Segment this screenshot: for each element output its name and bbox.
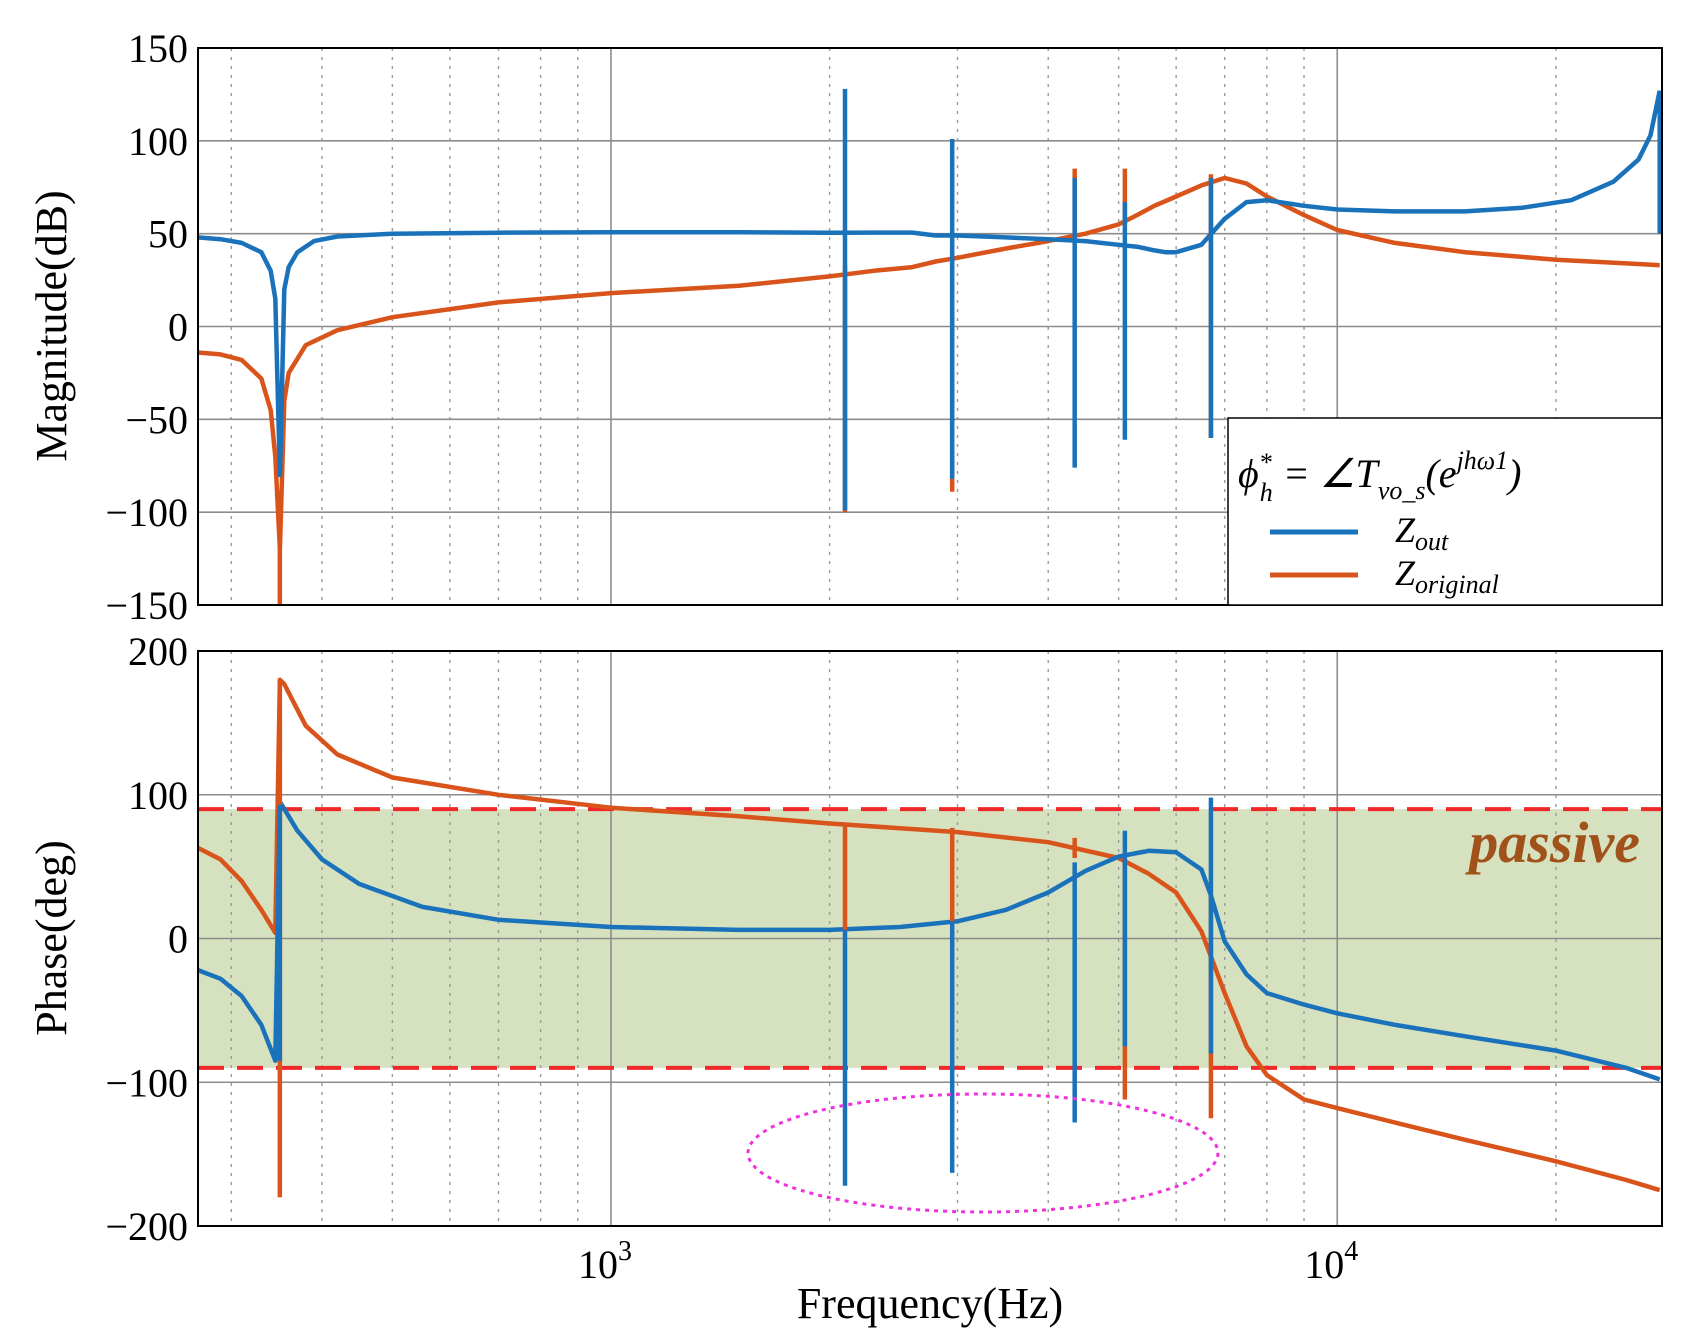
series-line-z-out xyxy=(197,799,1661,1082)
passive-label: passive xyxy=(1464,810,1640,875)
magnitude-lines xyxy=(197,88,1662,605)
phase-lines xyxy=(196,677,1661,1198)
y-tick-label: 50 xyxy=(148,212,188,257)
magnitude-y-label: Magnitude(dB) xyxy=(27,190,76,461)
y-tick-label: −200 xyxy=(105,1204,188,1249)
phase-y-label: Phase(deg) xyxy=(27,840,76,1036)
y-tick-label: −150 xyxy=(105,583,188,628)
highlight-ellipse xyxy=(746,1092,1220,1214)
y-tick-label: 200 xyxy=(128,629,188,674)
x-tick-label: 104 xyxy=(1304,1236,1358,1287)
legend: ϕ* h = ∠Tvo_s(ejhω1) Zout Zoriginal xyxy=(1227,417,1663,606)
series-line-z-original xyxy=(197,175,1660,552)
y-tick-label: 150 xyxy=(128,26,188,71)
magnitude-panel: 150 100 50 0 −50 −100 −150 Magnitude(dB) ϕ* h =… xyxy=(27,26,1663,628)
y-tick-label: −100 xyxy=(105,1060,188,1105)
legend-label-zoriginal: Zoriginal xyxy=(1395,553,1499,599)
x-tick-label: 103 xyxy=(578,1236,632,1287)
legend-title: ϕ* h = ∠Tvo_s(ejhω1) xyxy=(1238,446,1521,507)
series-line-z-out xyxy=(197,90,1662,478)
legend-label-zout: Zout xyxy=(1395,510,1449,556)
y-tick-label: 0 xyxy=(168,305,188,350)
x-axis-label: Frequency(Hz) xyxy=(797,1279,1063,1328)
magnitude-y-ticks: 150 100 50 0 −50 −100 −150 xyxy=(105,26,188,628)
phase-panel: 200 100 0 −100 −200 103 104 passive Phase(deg… xyxy=(27,629,1663,1328)
y-tick-label: 100 xyxy=(128,773,188,818)
y-tick-label: 0 xyxy=(168,917,188,962)
phase-x-ticks: 103 104 xyxy=(578,1236,1358,1287)
y-tick-label: 100 xyxy=(128,119,188,164)
phase-y-ticks: 200 100 0 −100 −200 xyxy=(105,629,188,1249)
y-tick-label: −100 xyxy=(105,490,188,535)
y-tick-label: −50 xyxy=(125,397,188,442)
